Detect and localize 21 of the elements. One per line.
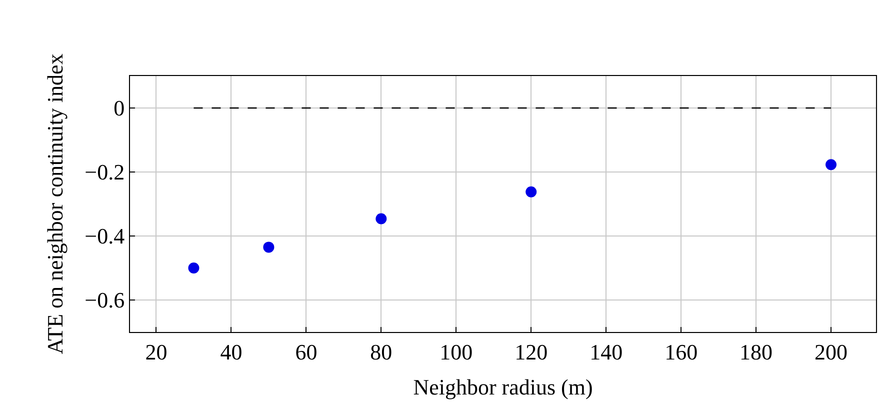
x-tick-label: 100 — [440, 339, 473, 364]
x-tick-label: 20 — [145, 339, 168, 364]
y-tick-label: −0.2 — [84, 160, 125, 185]
x-tick-label: 140 — [590, 339, 623, 364]
y-axis-title: ATE on neighbor continuity index — [42, 54, 68, 354]
point — [188, 262, 200, 274]
x-tick-label: 40 — [220, 339, 242, 364]
point — [263, 242, 274, 253]
x-tick-label: 200 — [814, 339, 848, 364]
x-tick-label: 120 — [514, 339, 548, 364]
y-tick-label: 0 — [114, 96, 125, 121]
y-tick-label: −0.6 — [84, 288, 125, 313]
x-tick-label: 160 — [664, 339, 698, 364]
x-tick-label: 180 — [740, 339, 773, 364]
point — [526, 186, 537, 198]
y-tick-label: −0.4 — [84, 224, 125, 249]
x-tick-label: 60 — [295, 339, 318, 364]
x-tick-label: 80 — [370, 339, 392, 364]
point — [826, 159, 837, 170]
x-axis-title: Neighbor radius (m) — [413, 374, 593, 400]
point — [376, 213, 387, 224]
